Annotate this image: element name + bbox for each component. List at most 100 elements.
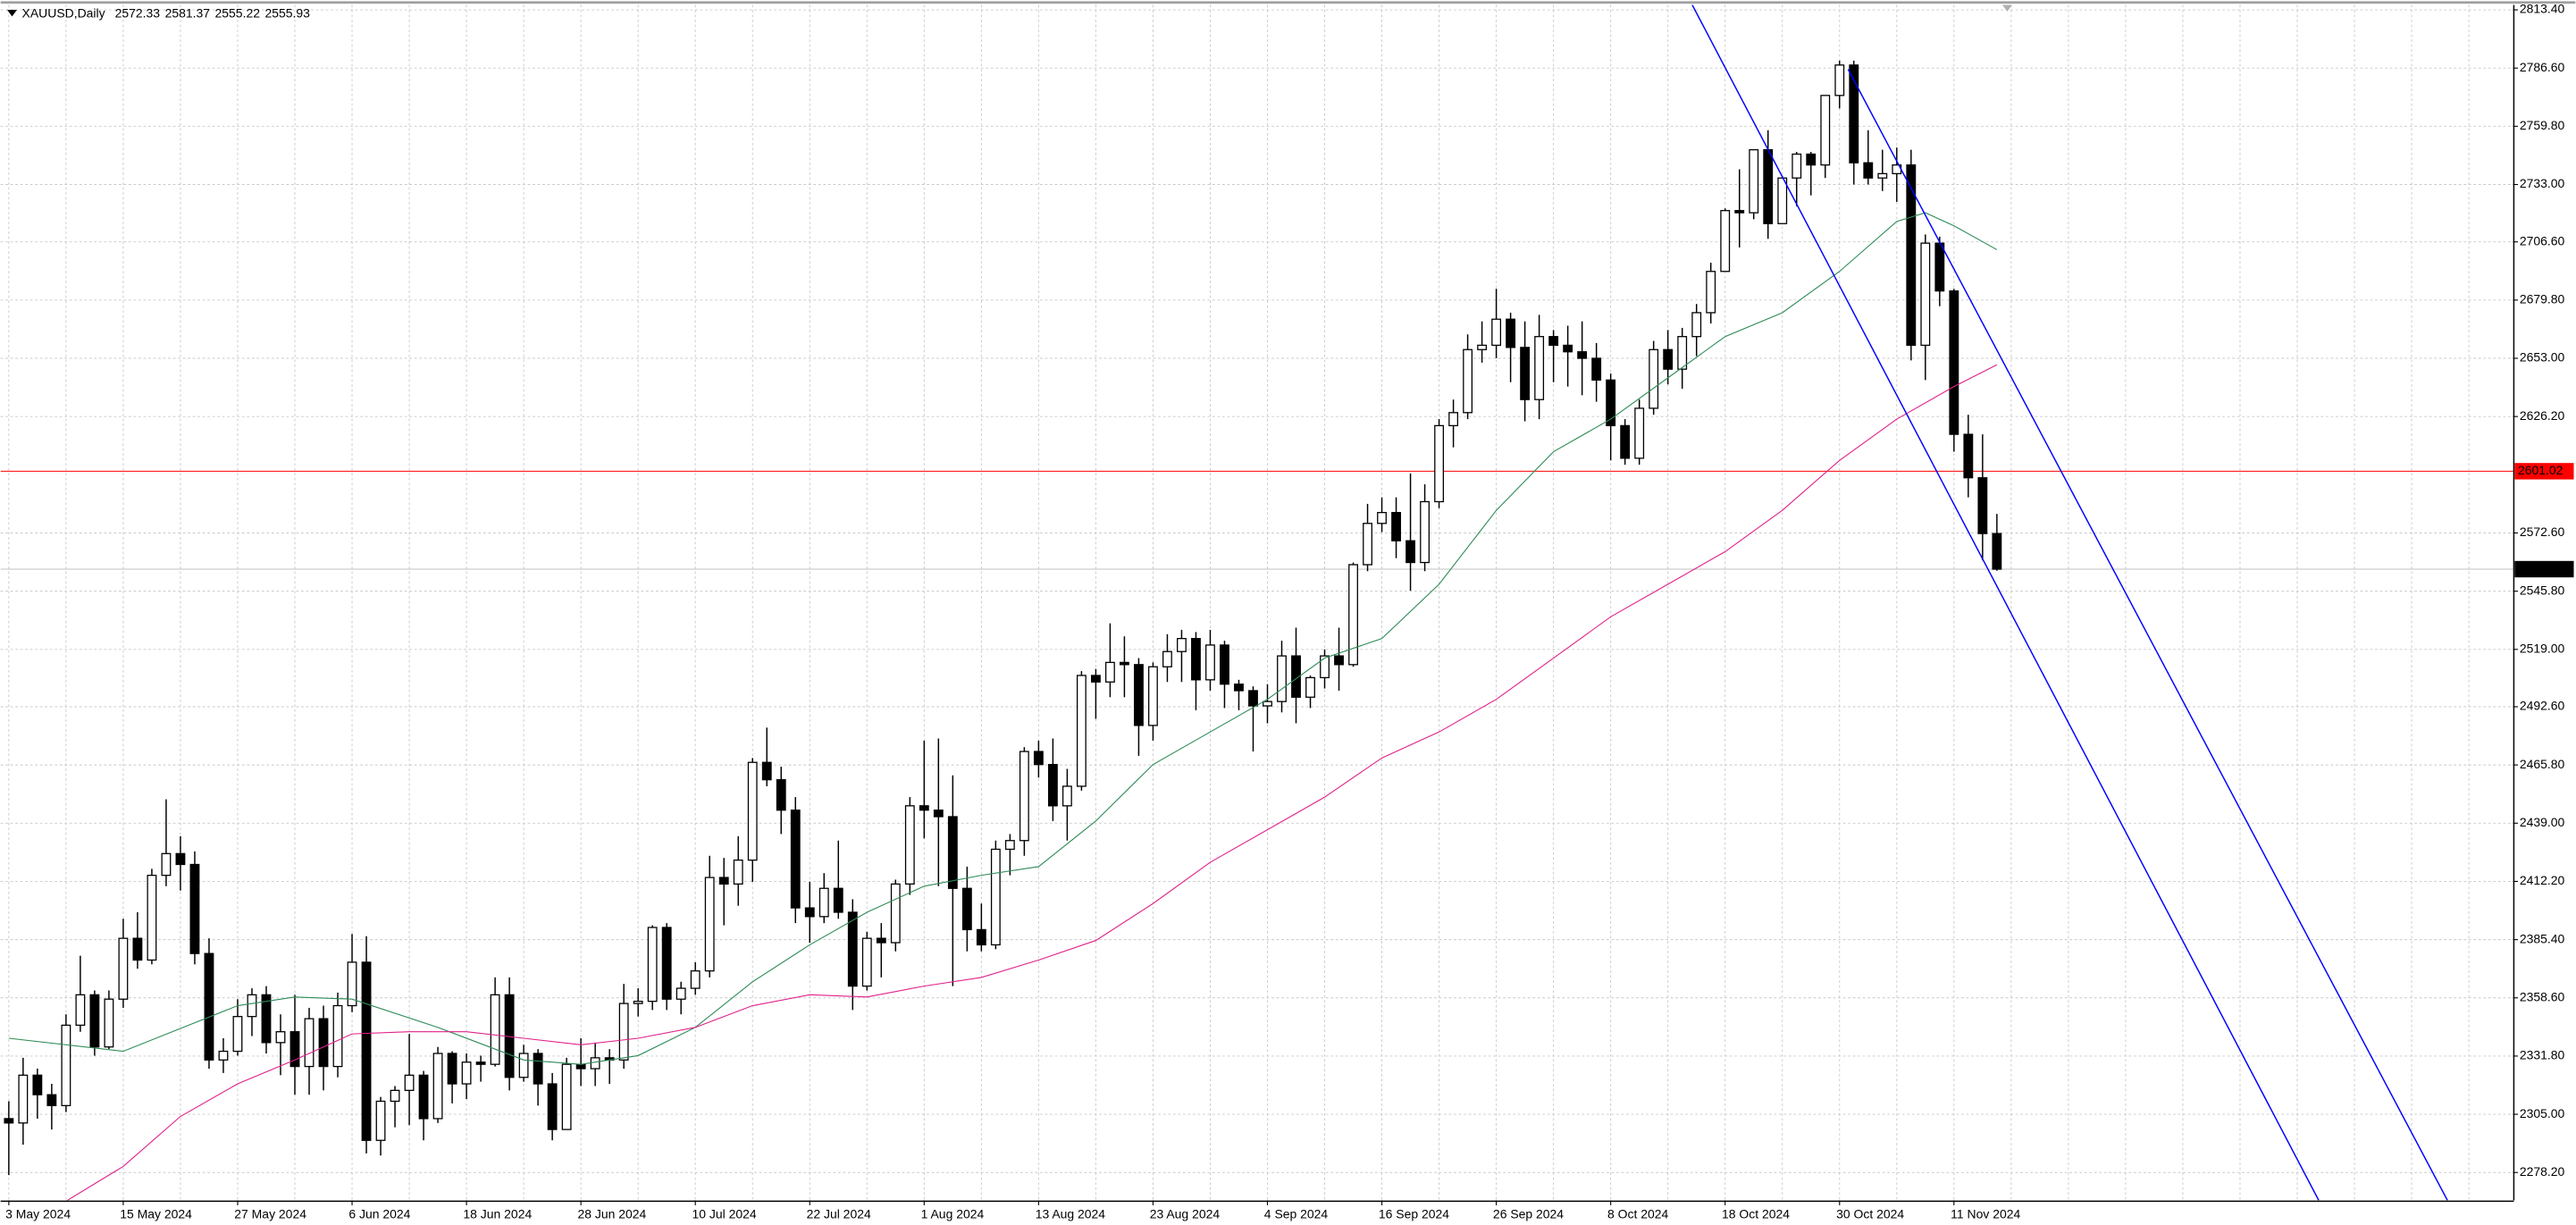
candle-body <box>1906 164 1917 347</box>
candle-body <box>961 887 972 931</box>
candle-body <box>947 816 958 889</box>
candle-body <box>919 805 929 811</box>
candle-body <box>1263 701 1272 707</box>
x-tick-label: 23 Aug 2024 <box>1150 1207 1221 1221</box>
candle-body <box>390 1089 400 1103</box>
candle-body <box>104 998 114 1048</box>
x-tick-label: 3 May 2024 <box>5 1207 71 1221</box>
candle-body <box>375 1100 386 1141</box>
y-tick-label: 2492.60 <box>2520 699 2565 713</box>
x-tick-label: 18 Jun 2024 <box>463 1207 532 1221</box>
x-tick-label: 16 Sep 2024 <box>1379 1207 1449 1221</box>
candle-body <box>776 779 786 811</box>
candle-body <box>1205 644 1215 681</box>
candle-body <box>1606 379 1616 427</box>
candle-body <box>890 883 901 944</box>
candle-body <box>418 1074 429 1120</box>
x-tick-label: 30 Oct 2024 <box>1836 1207 1904 1221</box>
chart-title: XAUUSD,Daily <box>22 5 105 20</box>
y-tick-label: 2706.60 <box>2520 233 2565 248</box>
candle-body <box>1520 347 1531 400</box>
candle-body <box>89 994 100 1048</box>
candle-body <box>833 887 843 913</box>
candle-body <box>1477 344 1488 350</box>
header-close: 2555.93 <box>264 5 310 20</box>
candle-body <box>1348 564 1358 666</box>
candle-body <box>1649 348 1659 409</box>
candle-body <box>1791 153 1802 179</box>
trend-line <box>1847 69 2448 1201</box>
candle-body <box>189 863 200 954</box>
candle-body <box>1849 64 1859 164</box>
candle-body <box>132 937 143 961</box>
candle-body <box>204 952 214 1061</box>
candle-body <box>1076 675 1087 787</box>
candle-body <box>704 877 715 972</box>
candle-body <box>1019 751 1029 842</box>
header-arrow <box>7 10 18 17</box>
x-tick-label: 15 May 2024 <box>120 1207 192 1221</box>
candle-body <box>475 1061 486 1065</box>
candle-body <box>976 928 986 946</box>
x-tick-label: 28 Jun 2024 <box>577 1207 646 1221</box>
y-tick-label: 2626.20 <box>2520 408 2565 423</box>
candle-body <box>1763 148 1774 224</box>
candle-body <box>1749 148 1759 214</box>
candle-body <box>1634 407 1645 459</box>
candle-body <box>175 852 186 866</box>
moving-average <box>66 364 1998 1201</box>
x-tick-label: 4 Sep 2024 <box>1264 1207 1329 1221</box>
candle-body <box>1977 477 1988 534</box>
candle-body <box>1934 242 1945 292</box>
price-label: 2601.02 <box>2518 463 2563 477</box>
candle-body <box>46 1094 57 1107</box>
candle-body <box>1004 840 1015 851</box>
candle-body <box>232 1016 243 1053</box>
candle-body <box>1577 351 1588 359</box>
candle-body <box>432 1053 443 1120</box>
candle-body <box>1863 162 1874 179</box>
candle-body <box>490 994 500 1065</box>
candle-body <box>1119 661 1129 666</box>
candle-body <box>32 1074 43 1095</box>
candle-body <box>1033 751 1044 766</box>
candle-body <box>575 1063 586 1070</box>
y-tick-label: 2653.00 <box>2520 350 2565 365</box>
candle-body <box>690 969 701 989</box>
trend-line <box>1691 4 2320 1201</box>
x-tick-label: 8 Oct 2024 <box>1607 1207 1668 1221</box>
candle-body <box>1806 153 1817 166</box>
candle-body <box>261 994 272 1044</box>
shift-marker <box>2001 4 2012 12</box>
price-label-box <box>2514 463 2574 480</box>
y-tick-label: 2679.80 <box>2520 292 2565 306</box>
candle-body <box>1191 637 1201 681</box>
grid <box>0 4 2513 1201</box>
candle-body <box>1391 511 1401 541</box>
candle-body <box>1320 655 1330 679</box>
y-tick-label: 2733.00 <box>2520 176 2565 190</box>
candle-body <box>1334 655 1344 666</box>
candle-body <box>1563 344 1573 353</box>
x-tick-label: 13 Aug 2024 <box>1036 1207 1106 1221</box>
header-high: 2581.37 <box>165 5 211 20</box>
candle-body <box>447 1053 457 1085</box>
x-tick-label: 10 Jul 2024 <box>692 1207 757 1221</box>
candle-body <box>1720 210 1731 273</box>
x-tick-label: 26 Sep 2024 <box>1493 1207 1564 1221</box>
candle-body <box>1963 433 1974 479</box>
candle-body <box>1691 312 1702 338</box>
candle-body <box>590 1057 600 1070</box>
candle-body <box>1506 318 1516 348</box>
candle-body <box>561 1063 572 1130</box>
y-tick-label: 2385.40 <box>2520 931 2565 945</box>
candle-body <box>1548 336 1559 347</box>
y-tick-label: 2439.00 <box>2520 815 2565 829</box>
candle-body <box>1706 271 1716 314</box>
x-tick-label: 6 Jun 2024 <box>348 1207 410 1221</box>
candle-body <box>218 1050 229 1061</box>
candle-body <box>1734 210 1745 214</box>
candle-body <box>1148 666 1158 726</box>
y-tick-label: 2331.80 <box>2520 1048 2565 1062</box>
